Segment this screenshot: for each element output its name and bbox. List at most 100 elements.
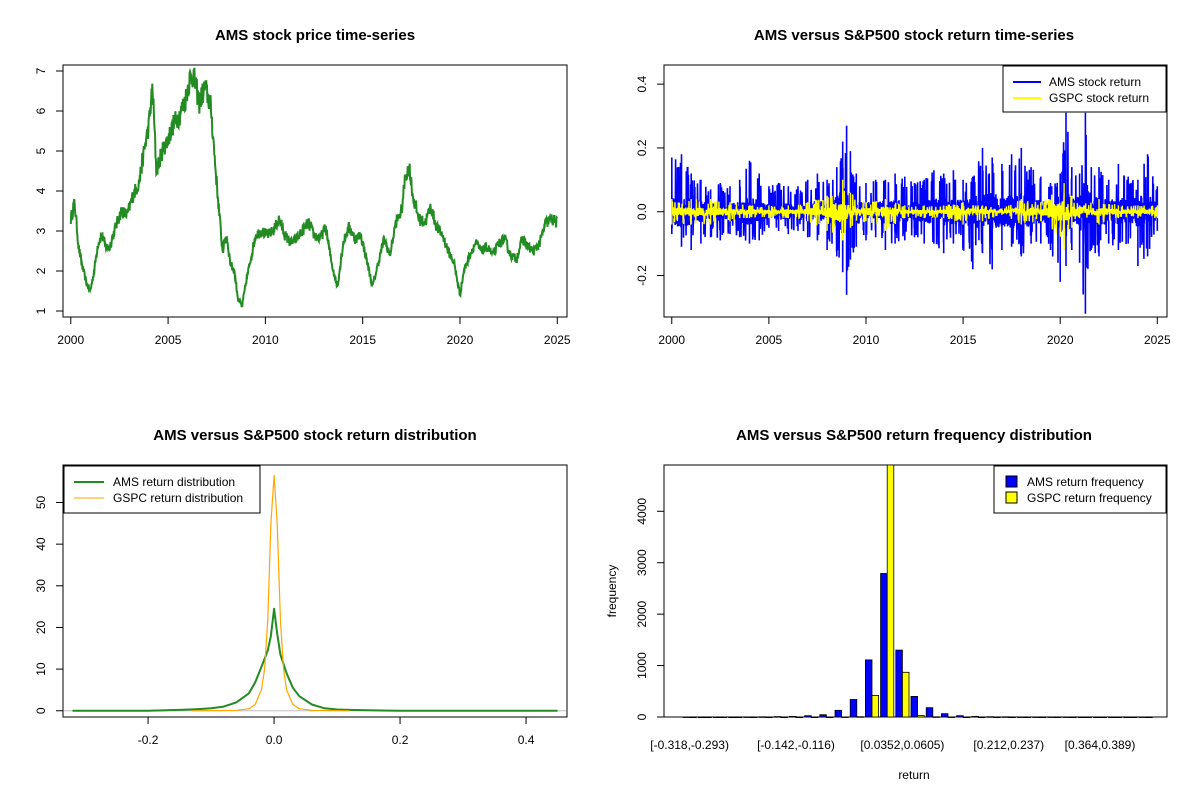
- gspc-density-line: [192, 474, 350, 712]
- frequency-legend-box: [993, 465, 1167, 514]
- returns-y-tick-label: -0.2: [635, 265, 649, 286]
- frequency-legend: AMS return frequency GSPC return frequen…: [993, 465, 1167, 514]
- ams-frequency-bar: [682, 716, 690, 718]
- price-x-tick-label: 2005: [155, 333, 182, 347]
- price-y-tick-label: 4: [34, 187, 48, 194]
- frequency-y-tick-label: 4000: [635, 498, 649, 525]
- ams-frequency-bar: [1093, 716, 1101, 719]
- density-legend-box: [63, 465, 261, 514]
- frequency-legend-gspc-swatch: [1005, 491, 1018, 504]
- panel-price: AMS stock price time-series 2000 2005 2010…: [34, 27, 571, 347]
- gspc-frequency-bar: [780, 716, 788, 719]
- ams-frequency-bar: [773, 716, 782, 718]
- price-x-tick-label: 2000: [57, 333, 84, 347]
- density-y-tick-label: 0: [34, 707, 48, 714]
- ams-density-line: [72, 607, 558, 712]
- price-x-tick-label: 2015: [349, 333, 376, 347]
- gspc-frequency-bar: [932, 716, 940, 718]
- returns-y-tick-label: 0.0: [635, 203, 649, 220]
- ams-frequency-bar: [865, 659, 873, 718]
- frequency-x-label: return: [898, 768, 929, 782]
- ams-frequency-bar: [713, 716, 721, 719]
- ams-frequency-bar: [819, 714, 827, 718]
- gspc-frequency-bar: [1099, 716, 1107, 719]
- gspc-frequency-bar: [1114, 716, 1123, 719]
- returns-x-tick-label: 2020: [1047, 333, 1074, 347]
- gspc-frequency-bar: [962, 716, 971, 719]
- panel-returns: AMS versus S&P500 stock return time-seri…: [635, 27, 1171, 347]
- gspc-frequency-bar: [1145, 716, 1153, 719]
- ams-frequency-bar: [1123, 716, 1131, 719]
- ams-frequency-bar: [895, 649, 903, 718]
- price-y-axis: 1 2 3 4 5 6 7: [34, 67, 64, 314]
- frequency-y-axis: 0 1000 2000 3000 4000: [635, 498, 665, 720]
- frequency-x-tick-label: [0.364,0.389): [1065, 738, 1136, 752]
- ams-frequency-bar: [1032, 716, 1040, 718]
- gspc-frequency-bar: [947, 716, 955, 718]
- ams-frequency-bar: [986, 716, 994, 718]
- ams-frequency-bar: [1017, 716, 1025, 718]
- gspc-frequency-bar: [689, 716, 697, 719]
- price-chart-title: AMS stock price time-series: [215, 27, 415, 44]
- frequency-y-tick-label: 2000: [635, 600, 649, 627]
- ams-frequency-bar: [849, 699, 858, 718]
- price-x-axis: 2000 2005 2010 2015 2020 2025: [57, 316, 571, 347]
- ams-frequency-bar: [789, 716, 797, 718]
- frequency-x-axis: [-0.318,-0.293) [-0.142,-0.116) [0.0352,0.…: [650, 738, 1135, 752]
- gspc-frequency-bar: [1038, 716, 1047, 719]
- gspc-frequency-bar: [886, 464, 895, 718]
- gspc-frequency-bar: [826, 716, 834, 719]
- ams-frequency-bar: [697, 716, 706, 719]
- gspc-frequency-bar: [841, 716, 849, 718]
- gspc-frequency-bar: [734, 716, 743, 719]
- returns-legend-gspc-label: GSPC stock return: [1049, 91, 1149, 105]
- gspc-frequency-bar: [1069, 716, 1077, 719]
- frequency-bars: [682, 464, 1153, 719]
- frequency-legend-ams-swatch: [1005, 475, 1018, 488]
- frequency-y-tick-label: 1000: [635, 652, 649, 679]
- gspc-frequency-bar: [704, 716, 712, 719]
- ams-frequency-bar: [1077, 716, 1086, 719]
- density-x-tick-label: -0.2: [138, 733, 159, 747]
- price-y-tick-label: 5: [34, 147, 48, 154]
- gspc-frequency-bar: [1054, 716, 1062, 719]
- price-y-tick-label: 2: [34, 267, 48, 274]
- gspc-frequency-bar: [871, 695, 879, 718]
- ams-frequency-bar: [910, 696, 918, 718]
- gspc-return-series-line: [671, 179, 1158, 250]
- density-series: [64, 474, 566, 712]
- density-y-tick-label: 30: [34, 579, 48, 593]
- returns-legend-ams-label: AMS stock return: [1049, 75, 1141, 89]
- ams-frequency-bar: [758, 716, 766, 718]
- returns-x-axis: 2000 2005 2010 2015 2020 2025: [658, 316, 1171, 347]
- returns-x-tick-label: 2005: [756, 333, 783, 347]
- returns-y-tick-label: 0.2: [635, 139, 649, 156]
- returns-x-tick-label: 2015: [950, 333, 977, 347]
- returns-y-tick-label: 0.4: [635, 75, 649, 92]
- ams-frequency-bar: [834, 709, 842, 718]
- density-y-tick-label: 10: [34, 662, 48, 676]
- price-y-tick-label: 3: [34, 227, 48, 234]
- ams-frequency-bar: [804, 715, 812, 718]
- gspc-frequency-bar: [902, 671, 910, 718]
- returns-legend-box: [1002, 65, 1167, 113]
- frequency-chart-title: AMS versus S&P500 return frequency distr…: [736, 427, 1092, 444]
- frequency-legend-ams-label: AMS return frequency: [1027, 475, 1144, 489]
- frequency-x-tick-label: [-0.318,-0.293): [650, 738, 729, 752]
- density-chart-title: AMS versus S&P500 stock return distribut…: [153, 427, 476, 444]
- ams-frequency-bar: [743, 716, 751, 718]
- price-x-tick-label: 2020: [447, 333, 474, 347]
- returns-series: [671, 112, 1159, 314]
- gspc-frequency-bar: [978, 716, 986, 719]
- ams-frequency-bar: [1138, 716, 1146, 718]
- price-x-tick-label: 2010: [252, 333, 279, 347]
- gspc-frequency-bar: [810, 716, 819, 719]
- returns-chart-title: AMS versus S&P500 stock return time-seri…: [754, 27, 1074, 44]
- gspc-frequency-bar: [1084, 716, 1092, 719]
- gspc-frequency-bar: [993, 716, 1001, 719]
- ams-frequency-bar: [728, 716, 736, 719]
- density-x-tick-label: 0.4: [518, 733, 535, 747]
- ams-frequency-bar: [1062, 716, 1070, 718]
- density-legend: AMS return distribution GSPC return dist…: [63, 465, 261, 514]
- gspc-frequency-bar: [795, 716, 803, 719]
